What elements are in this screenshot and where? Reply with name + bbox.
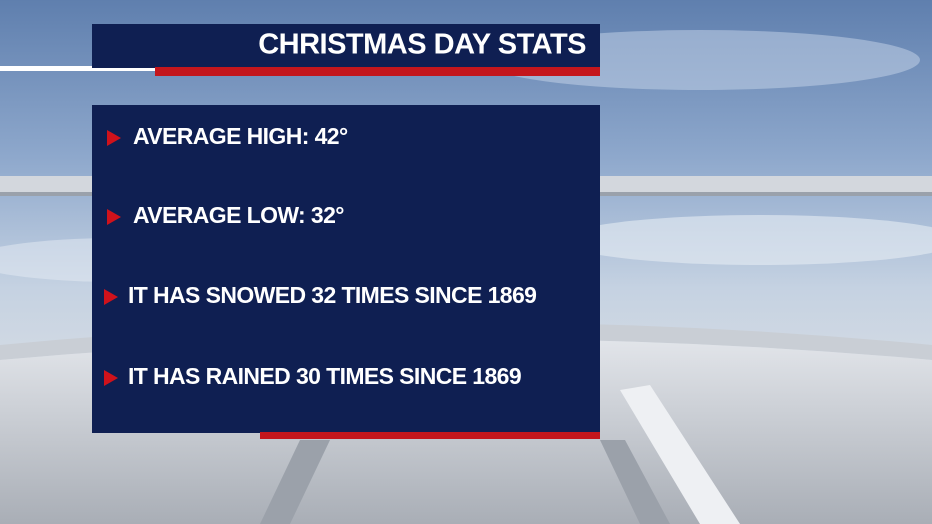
bullet bbox=[104, 289, 118, 305]
title: CHRISTMAS DAY STATS bbox=[258, 29, 586, 61]
items: AVERAGE HIGH: 42° AVERAGE LOW: 32° IT HAS … bbox=[104, 123, 537, 389]
title-box bbox=[92, 24, 600, 68]
title-stripe bbox=[155, 67, 600, 76]
item-text: IT HAS RAINED 30 TIMES SINCE 1869 bbox=[128, 363, 521, 389]
item-text: AVERAGE HIGH: 42° bbox=[133, 123, 348, 149]
bullet bbox=[107, 130, 121, 146]
accent-line bbox=[0, 66, 156, 71]
panel bbox=[92, 105, 600, 433]
item-text: AVERAGE LOW: 32° bbox=[133, 202, 344, 228]
item-text: IT HAS SNOWED 32 TIMES SINCE 1869 bbox=[128, 282, 536, 308]
panel-stripe bbox=[260, 432, 600, 439]
bullet bbox=[104, 370, 118, 386]
bullet bbox=[107, 209, 121, 225]
